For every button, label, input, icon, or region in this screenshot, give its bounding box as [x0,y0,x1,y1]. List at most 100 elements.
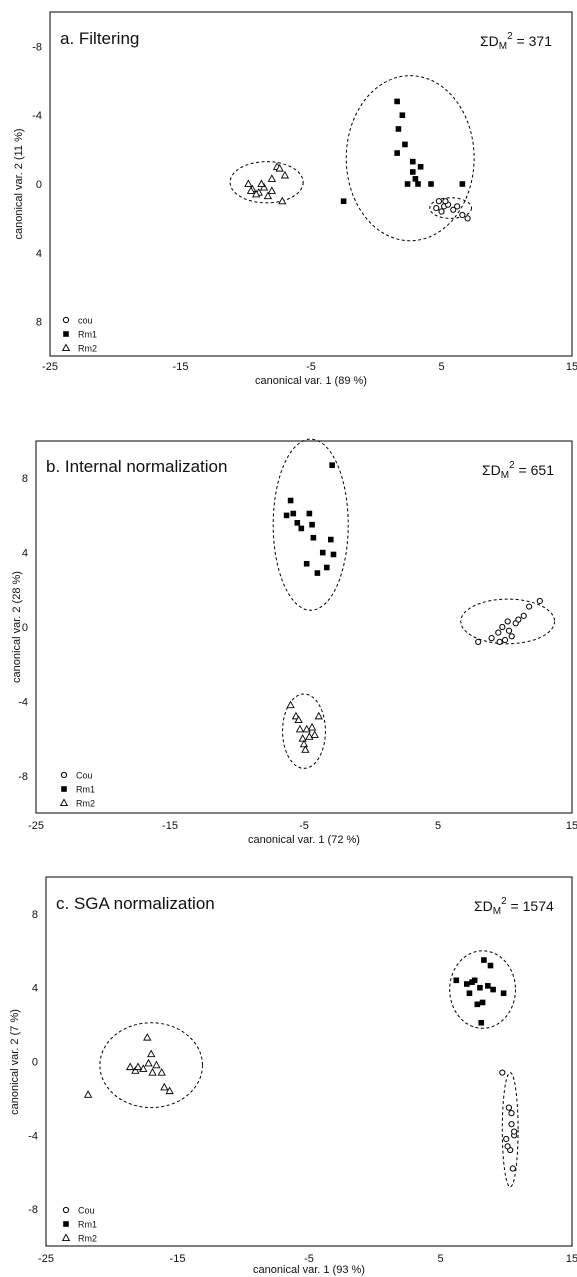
point-rm1 [340,198,347,204]
y-tick-label: -4 [28,1130,38,1142]
point-cou [504,1143,511,1150]
point-rm1 [402,141,408,148]
point-rm1 [466,990,473,997]
point-rm1 [294,520,301,526]
point-cou [520,612,527,619]
point-cou [505,627,513,634]
point-cou [508,1121,515,1128]
point-cou [435,198,442,205]
point-cou [503,1135,510,1143]
stat-label: ΣDM2 = 1574 [474,896,554,917]
point-rm1 [459,181,466,187]
cluster-ellipse [449,950,516,1029]
x-tick-label: -15 [162,820,178,832]
x-tick-label: -25 [28,820,44,832]
y-tick-label: 4 [36,248,42,260]
point-rm1 [412,176,419,182]
point-rm1 [417,164,424,170]
point-rm1 [314,570,321,576]
panel-title: c. SGA normalization [56,894,215,913]
data-points [83,957,518,1172]
point-rm1 [310,534,317,541]
legend-label: Rm2 [78,344,97,354]
data-points [283,462,543,753]
point-rm2 [131,1066,140,1074]
legend-marker-rm1 [63,331,69,337]
point-cou [504,618,511,625]
point-cou [511,1128,518,1135]
panel-title: a. Filtering [60,29,139,48]
y-tick-label: 8 [22,473,28,485]
legend-marker-rm2 [59,798,69,807]
legend-marker-rm2 [61,343,71,352]
point-rm1 [478,1019,485,1026]
legend-marker-cou [62,316,70,324]
point-rm1 [309,521,315,528]
point-rm2 [83,1090,93,1098]
legend: Cou Rm1 Rm2 [59,771,95,809]
point-rm1 [303,560,310,567]
y-tick-label: -4 [18,696,28,708]
legend-label: Rm2 [76,799,95,809]
point-rm2 [267,174,277,182]
point-rm2 [295,724,305,733]
y-tick-label: -4 [32,110,42,122]
point-rm1 [409,158,416,165]
point-rm1 [319,549,326,556]
point-rm2 [126,1062,135,1071]
y-tick-label: 4 [22,548,28,560]
point-rm1 [290,510,297,517]
point-cou [496,638,503,645]
point-rm1 [394,98,400,105]
x-tick-label: -15 [170,1253,186,1265]
point-rm2 [310,730,319,738]
point-rm2 [148,1068,157,1076]
point-rm1 [415,181,421,187]
point-rm2 [244,179,253,188]
point-rm1 [283,512,290,519]
y-axis-label: canonical var. 2 (11 %) [13,128,25,239]
legend-label: Rm1 [78,330,97,340]
y-axis-label: canonical var. 2 (28 %) [11,571,23,683]
legend: Cou Rm1 Rm2 [61,1206,97,1244]
point-rm1 [464,981,470,987]
legend-marker-cou [60,771,68,779]
point-rm1 [477,984,483,991]
point-rm2 [147,1049,156,1058]
point-cou [526,603,533,610]
point-rm1 [479,999,486,1006]
legend-label: Rm1 [78,1220,97,1230]
legend-label: Cou [76,771,93,781]
point-rm1 [469,979,475,985]
legend-label: Rm2 [78,1234,97,1244]
x-tick-label: 5 [437,1253,443,1265]
point-rm2 [246,186,256,194]
point-rm2 [257,179,266,188]
point-rm2 [275,163,284,172]
point-rm2 [143,1032,152,1041]
point-rm2 [314,711,323,720]
tick-labels: -25 -15 -5 5 15 8 4 0 -4 -8 [18,473,577,832]
point-rm1 [428,181,434,187]
point-cou [475,638,482,645]
legend-marker-rm2 [61,1233,71,1242]
point-rm2 [307,722,317,731]
cluster-ellipses [272,438,556,769]
y-tick-label: 8 [36,317,42,329]
point-rm1 [399,112,406,118]
point-cou [488,635,495,642]
point-rm1 [474,1001,481,1008]
point-rm1 [323,564,330,571]
panel-title: b. Internal normalization [46,457,227,476]
point-cou [442,198,449,205]
point-cou [505,1104,512,1111]
point-rm2 [298,734,307,742]
point-rm1 [329,462,335,468]
legend-label: cou [78,316,93,326]
point-cou [536,597,543,605]
point-rm2 [286,700,295,709]
plot-frame [45,876,573,1247]
x-tick-label: -25 [38,1253,54,1265]
x-axis-label: canonical var. 1 (72 %) [248,834,360,846]
